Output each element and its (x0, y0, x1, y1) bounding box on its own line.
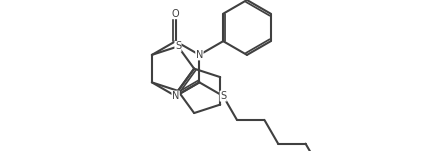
Text: N: N (196, 50, 203, 60)
Text: O: O (172, 9, 179, 19)
Text: S: S (220, 91, 226, 101)
Text: S: S (175, 41, 181, 51)
Text: N: N (172, 91, 179, 101)
